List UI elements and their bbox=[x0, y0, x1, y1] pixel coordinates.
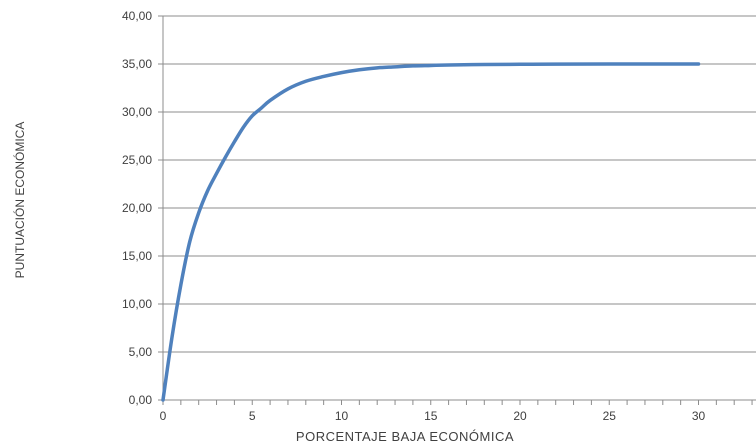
x-axis-ticks: 0510152025303 bbox=[160, 400, 753, 423]
x-tick-label: 0 bbox=[160, 409, 167, 423]
x-tick-label: 15 bbox=[424, 409, 438, 423]
y-tick-label: 20,00 bbox=[122, 201, 152, 215]
x-tick-label: 10 bbox=[335, 409, 349, 423]
chart-gridlines bbox=[163, 15, 756, 353]
chart-series bbox=[161, 62, 701, 402]
x-tick-label: 20 bbox=[513, 409, 527, 423]
y-axis-title: PUNTUACIÓN ECONÓMICA bbox=[12, 122, 27, 279]
y-axis-ticks: 0,00 5,00 10,00 15,00 20,00 25,00 30,00 35,00 40… bbox=[122, 9, 163, 407]
x-tick-label: 25 bbox=[603, 409, 617, 423]
y-tick-label: 25,00 bbox=[122, 153, 152, 167]
series-line bbox=[161, 62, 701, 402]
y-tick-label: 10,00 bbox=[122, 297, 152, 311]
y-tick-label: 15,00 bbox=[122, 249, 152, 263]
y-tick-label: 5,00 bbox=[129, 345, 153, 359]
y-tick-label: 35,00 bbox=[122, 57, 152, 71]
y-tick-label: 40,00 bbox=[122, 9, 152, 23]
x-tick-label: 30 bbox=[692, 409, 706, 423]
y-tick-label: 0,00 bbox=[129, 393, 153, 407]
x-axis-title: PORCENTAJE BAJA ECONÓMICA bbox=[296, 429, 514, 444]
y-tick-label: 30,00 bbox=[122, 105, 152, 119]
x-tick-label: 5 bbox=[249, 409, 256, 423]
